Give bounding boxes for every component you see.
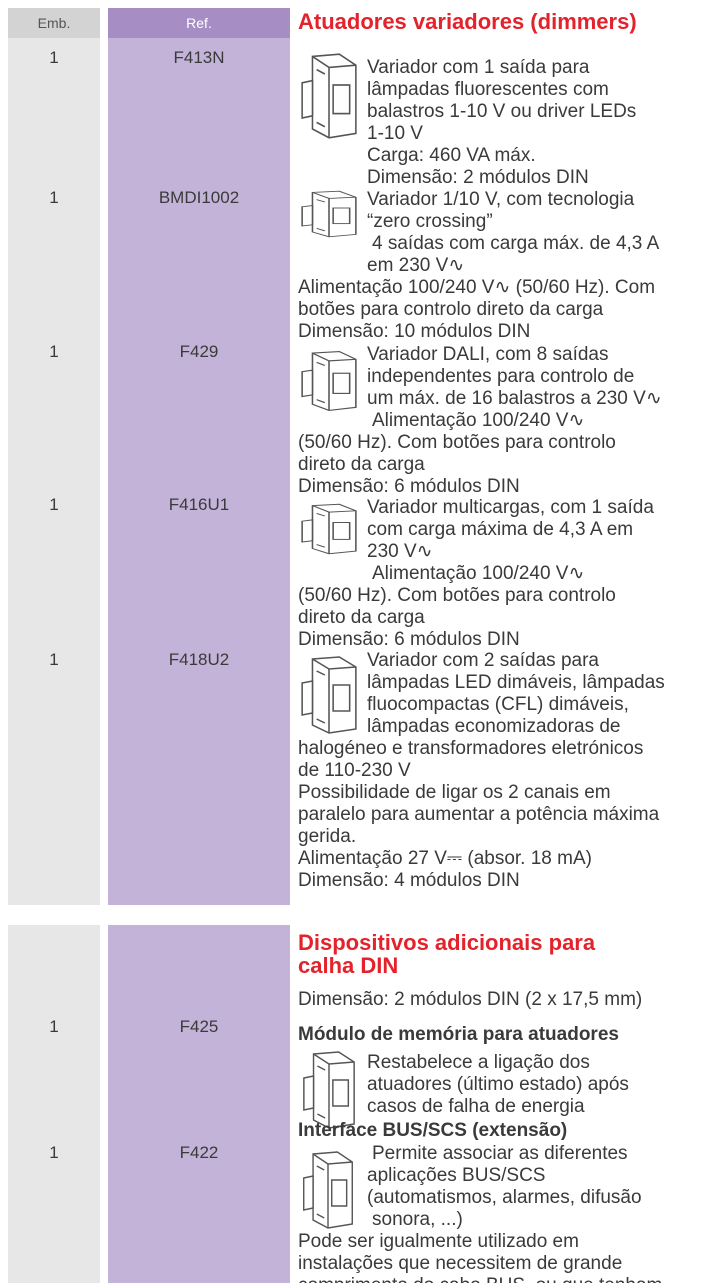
section-title: calha DIN bbox=[298, 953, 399, 978]
description-line: Permite associar as diferentes bbox=[372, 1143, 628, 1164]
product-image bbox=[301, 503, 357, 555]
description-line: 230 V∿ bbox=[367, 541, 433, 562]
emb-value: 1 bbox=[49, 495, 59, 514]
product-heading: Módulo de memória para atuadores bbox=[298, 1024, 619, 1045]
description-line: Variador com 1 saída para bbox=[367, 57, 590, 78]
description-line: paralelo para aumentar a potência máxima bbox=[298, 804, 660, 825]
description-line: Pode ser igualmente utilizado em bbox=[298, 1231, 579, 1252]
description-line: fluocompactas (CFL) dimáveis, bbox=[367, 694, 629, 715]
emb-column-bg bbox=[8, 38, 100, 905]
description-line: lâmpadas fluorescentes com bbox=[367, 79, 609, 100]
description-line: 1-10 V bbox=[367, 123, 423, 144]
description-line: lâmpadas LED dimáveis, lâmpadas bbox=[367, 672, 665, 693]
ref-code: F425 bbox=[179, 1017, 219, 1036]
ref-column-bg bbox=[108, 38, 290, 905]
description-line: Variador multicargas, com 1 saída bbox=[367, 497, 654, 518]
ref-code: F413N bbox=[173, 48, 225, 67]
description-line: “zero crossing” bbox=[367, 211, 493, 232]
product-heading: Interface BUS/SCS (extensão) bbox=[298, 1120, 568, 1141]
description-line: comprimento do cabo BUS, ou que tenham bbox=[298, 1275, 662, 1283]
description-line: Carga: 460 VA máx. bbox=[367, 145, 536, 166]
section-title: Dispositivos adicionais para bbox=[298, 930, 596, 955]
emb-header: Emb. bbox=[37, 15, 71, 31]
description-line: em 230 V∿ bbox=[367, 255, 465, 276]
description-line: Dimensão: 2 módulos DIN bbox=[367, 167, 589, 188]
product-image bbox=[303, 1051, 355, 1129]
description-line: independentes para controlo de bbox=[367, 366, 635, 387]
description-line: Dimensão: 10 módulos DIN bbox=[298, 321, 531, 342]
product-image bbox=[301, 190, 357, 238]
description-line: Restabelece a ligação dos bbox=[367, 1052, 590, 1073]
ref-header-bg bbox=[108, 8, 290, 38]
description-line: Dimensão: 4 módulos DIN bbox=[298, 870, 520, 891]
description-line: direto da carga bbox=[298, 607, 425, 628]
description-line: lâmpadas economizadoras de bbox=[367, 716, 621, 737]
emb-column-bg bbox=[8, 925, 100, 1283]
description-line: direto da carga bbox=[298, 454, 425, 475]
description-line: Dimensão: 6 módulos DIN bbox=[298, 476, 520, 497]
ref-code: F429 bbox=[179, 342, 219, 361]
emb-value: 1 bbox=[49, 188, 59, 207]
emb-value: 1 bbox=[49, 342, 59, 361]
description-line: Alimentação 100/240 V∿ bbox=[372, 563, 585, 584]
description-line: casos de falha de energia bbox=[367, 1096, 585, 1117]
description-line: gerida. bbox=[298, 826, 357, 847]
description-line: (automatismos, alarmes, difusão bbox=[367, 1187, 642, 1208]
description-line: Alimentação 100/240 V∿ (50/60 Hz). Com bbox=[298, 277, 656, 298]
ref-column-bg bbox=[108, 925, 290, 1283]
description-line: 4 saídas com carga máx. de 4,3 A bbox=[372, 233, 660, 254]
description-line: Variador com 2 saídas para bbox=[367, 650, 599, 671]
description-line: de 110-230 V bbox=[298, 760, 411, 781]
description-line: aplicações BUS/SCS bbox=[367, 1165, 546, 1186]
description-line: instalações que necessitem de grande bbox=[298, 1253, 623, 1274]
product-image bbox=[301, 656, 357, 734]
description-line: atuadores (último estado) após bbox=[367, 1074, 629, 1095]
ref-code: BMDI1002 bbox=[158, 188, 240, 207]
description-line: Dimensão: 6 módulos DIN bbox=[298, 629, 520, 650]
ref-code: F416U1 bbox=[168, 495, 230, 514]
emb-header-bg bbox=[8, 8, 100, 38]
section-intro: Dimensão: 2 módulos DIN (2 x 17,5 mm) bbox=[298, 989, 643, 1010]
description-line: (50/60 Hz). Com botões para controlo bbox=[298, 432, 616, 453]
description-line: com carga máxima de 4,3 A em bbox=[367, 519, 634, 540]
ref-code: F422 bbox=[179, 1143, 219, 1162]
description-line: Alimentação 100/240 V∿ bbox=[372, 410, 585, 431]
description-line: Variador DALI, com 8 saídas bbox=[367, 344, 609, 365]
ref-code: F418U2 bbox=[168, 650, 230, 669]
description-line: balastros 1-10 V ou driver LEDs bbox=[367, 101, 637, 122]
description-line: (50/60 Hz). Com botões para controlo bbox=[298, 585, 616, 606]
emb-value: 1 bbox=[49, 48, 59, 67]
description-line: Variador 1/10 V, com tecnologia bbox=[367, 189, 635, 210]
description-line: halogéneo e transformadores eletrónicos bbox=[298, 738, 644, 759]
description-line: sonora, ...) bbox=[372, 1209, 463, 1230]
emb-value: 1 bbox=[49, 650, 59, 669]
description-line: Possibilidade de ligar os 2 canais em bbox=[298, 782, 611, 803]
product-image bbox=[303, 1151, 353, 1229]
description-line: um máx. de 16 balastros a 230 V∿ bbox=[367, 388, 662, 409]
ref-header: Ref. bbox=[186, 15, 212, 31]
emb-value: 1 bbox=[49, 1017, 59, 1036]
emb-value: 1 bbox=[49, 1143, 59, 1162]
description-line: Alimentação 27 V⎓ (absor. 18 mA) bbox=[298, 848, 592, 869]
product-image bbox=[301, 350, 357, 412]
section-title: Atuadores variadores (dimmers) bbox=[298, 9, 637, 34]
description-line: botões para controlo direto da carga bbox=[298, 299, 604, 320]
product-image bbox=[301, 53, 357, 139]
